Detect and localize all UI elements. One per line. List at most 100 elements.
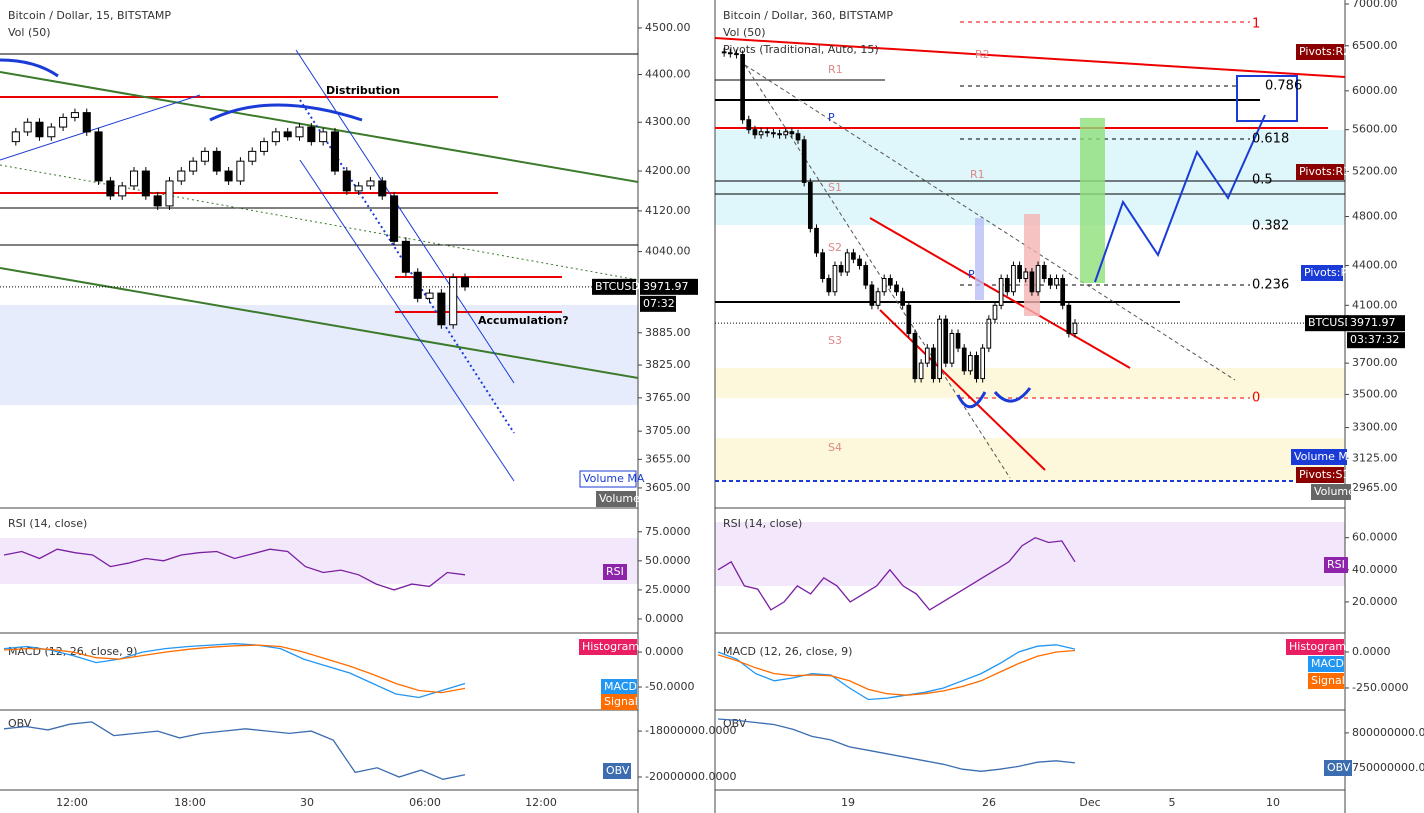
volume-ma-tag: Volume MA [1294,450,1356,463]
candle [894,284,899,293]
rsi-band [0,538,638,584]
separators [0,0,1346,813]
y-tick-label: 3825.00 [645,358,691,371]
drawings [714,21,1346,482]
rsi-tag-bg [1324,557,1348,573]
fib-label: 0.786 [1265,79,1302,94]
candle [11,131,20,143]
y-tick-label: 3765.00 [645,391,691,404]
pivot-label: R2 [975,48,990,61]
candle [307,126,316,143]
macd-tag: Signal [604,695,638,708]
candle [260,141,269,152]
candle [881,277,887,293]
candle [1011,265,1016,293]
candle [165,180,174,207]
macd-tag-bg [601,679,637,695]
candle [35,121,44,138]
candle [844,252,850,273]
candle [390,195,399,242]
y-tick-label: 50.0000 [645,554,691,567]
candle [752,129,758,136]
chart-title: Bitcoin / Dollar, 15, BITSTAMP [8,9,171,22]
y-tick-label: 40.0000 [1352,563,1398,576]
candle [82,112,91,133]
candle [900,291,906,306]
rsi-line [3,548,466,591]
volume-ma-tag-bg [1291,449,1347,465]
candle [992,304,998,320]
candle [943,318,949,364]
y-tick-label: 0.0000 [645,645,684,658]
candle [814,227,819,254]
pivot-tag-bg [1301,265,1343,281]
candle [924,347,930,364]
candle [47,126,56,138]
y-tick-label: 0.0000 [645,612,684,625]
y-tick-label: 3655.00 [645,452,691,465]
fib-label: 0 [1252,391,1260,406]
pivot-label: R1 [828,63,843,76]
fib-label: 1 [1252,17,1260,32]
obv-tag-bg [1324,760,1352,776]
rsi-title: RSI (14, close) [723,517,802,530]
pivot-label: P [968,268,975,281]
candle [912,332,918,380]
price-tag-bg [1347,315,1405,332]
zone [715,368,1345,398]
obv-line [3,721,466,780]
y-tick-label: 4100.00 [1352,298,1398,311]
candle [236,160,245,182]
candle [838,265,844,273]
candle [826,277,832,293]
candle [807,181,813,229]
candle [413,271,422,299]
candle [437,292,446,326]
x-tick-label: 5 [1169,796,1176,809]
volume-tag-bg [1311,484,1351,500]
candle [986,318,992,349]
zone [0,305,638,405]
y-tick-label: 3705.00 [645,424,691,437]
macd-tag-bg [579,639,637,655]
pivot-label: S4 [828,441,842,454]
y-tick-label: 750000000.0000 [1352,761,1424,774]
candle [955,332,961,349]
candle [1066,304,1072,334]
volume-tag-bg [596,491,636,507]
candle [961,347,967,372]
y-tick-label: 4300.00 [645,115,691,128]
fib-label: 0.382 [1252,219,1289,234]
candle [1017,265,1022,279]
candle [869,284,875,306]
macd-title: MACD (12, 26, close, 9) [723,645,852,658]
annotation: Distribution [326,84,400,97]
pivot-tag: Pivots:P [1304,266,1347,279]
rsi-tag-bg [603,564,627,580]
y-tick-label: 2965.00 [1352,481,1398,494]
candle [851,252,856,260]
annotation: Accumulation? [478,314,569,327]
candle [342,170,351,192]
candle [449,276,458,326]
candle [1041,265,1047,279]
rsi-line [717,536,1076,611]
candle [94,131,103,182]
candle [248,150,257,162]
obv-title: OBV [723,717,747,730]
obv-tag: OBV [1327,761,1351,774]
symbol-tag-bg [1305,315,1349,332]
x-tick-label: 12:00 [56,796,88,809]
y-tick-label: 4800.00 [1352,210,1398,223]
y-tick-label: 6500.00 [1352,39,1398,52]
candle [771,132,776,135]
volume-ma-tag-bg [579,470,637,488]
candle [129,170,139,187]
symbol-tag: BTCUSD [1308,316,1353,329]
zone [715,438,1345,480]
y-tick-label: 4400.00 [645,68,691,81]
pivot-tag: Pivots:R1 [1299,165,1350,178]
pivot-label: R1 [970,168,985,181]
y-tick-label: 4040.00 [645,245,691,258]
y-tick-label: 0.0000 [1352,645,1391,658]
